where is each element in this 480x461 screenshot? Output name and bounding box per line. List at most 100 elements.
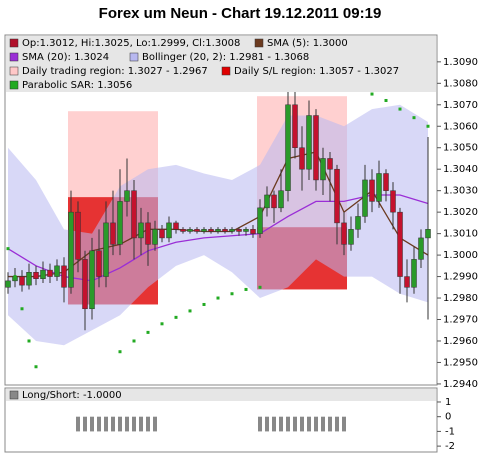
- candle-body: [271, 194, 277, 209]
- legend-swatch: [221, 66, 231, 76]
- sar-dot: [27, 339, 31, 343]
- candle-body: [404, 276, 410, 288]
- candle-body: [89, 250, 95, 310]
- y-tick-label: 1.2950: [443, 357, 478, 368]
- candle-body: [320, 158, 326, 181]
- candle-body: [327, 158, 333, 170]
- candle-body: [348, 229, 354, 245]
- candle-body: [313, 115, 319, 181]
- sar-dot: [426, 124, 430, 128]
- position-bar: [328, 416, 332, 432]
- legend-label: SMA (20): 1.3024: [22, 52, 109, 63]
- candle-body: [299, 147, 305, 170]
- candle-body: [285, 104, 291, 191]
- sar-dot: [230, 292, 234, 296]
- candle-body: [229, 229, 235, 232]
- y-tick-label: 1.3000: [443, 250, 478, 261]
- legend-label: Daily trading region: 1.3027 - 1.2967: [22, 66, 208, 77]
- candle-body: [250, 229, 256, 234]
- position-bar: [293, 416, 297, 432]
- legend-swatch: [9, 390, 19, 400]
- candle-body: [124, 190, 130, 202]
- position-bar: [307, 416, 311, 432]
- candle-body: [257, 207, 263, 234]
- candle-body: [292, 104, 298, 148]
- legend-swatch: [9, 66, 19, 76]
- candle-body: [75, 211, 81, 260]
- candle-body: [5, 280, 11, 288]
- sma20-line: [7, 194, 429, 282]
- y-tick-label: 1.2990: [443, 272, 478, 283]
- candle-body: [383, 173, 389, 191]
- candle-body: [110, 222, 116, 245]
- candle-body: [173, 222, 179, 230]
- y-tick-label: -2: [445, 441, 455, 452]
- position-bar: [258, 416, 262, 432]
- legend-swatch: [129, 52, 139, 62]
- legend-swatch: [9, 38, 19, 48]
- lower-legend-label: Long/Short: -1.0000: [22, 390, 122, 401]
- candle-body: [306, 115, 312, 170]
- position-bar: [314, 416, 318, 432]
- candle-body: [103, 222, 109, 277]
- candle-body: [278, 190, 284, 209]
- candle-body: [194, 229, 200, 232]
- y-tick-label: 1.2980: [443, 293, 478, 304]
- position-bar: [342, 416, 346, 432]
- y-tick-label: -1: [445, 426, 455, 437]
- sar-dot: [258, 285, 262, 289]
- y-tick-label: 1: [445, 397, 451, 408]
- candle-body: [40, 269, 46, 279]
- y-tick-label: 1.3070: [443, 100, 478, 111]
- candle-body: [376, 173, 382, 202]
- sar-dot: [132, 339, 136, 343]
- position-bar: [83, 416, 87, 432]
- candle-body: [138, 222, 144, 239]
- sar-dot: [160, 322, 164, 326]
- y-tick-label: 0: [445, 412, 451, 423]
- candle-body: [152, 229, 158, 245]
- candle-body: [159, 229, 165, 239]
- position-bar: [286, 416, 290, 432]
- y-tick-label: 1.3010: [443, 229, 478, 240]
- sar-dot: [370, 92, 374, 96]
- legend-swatch: [254, 38, 264, 48]
- sar-dot: [118, 350, 122, 354]
- candle-body: [117, 201, 123, 245]
- y-tick-label: 1.3090: [443, 57, 478, 68]
- y-tick-label: 1.3060: [443, 121, 478, 132]
- position-bar: [76, 416, 80, 432]
- candle-body: [61, 265, 67, 288]
- candle-body: [362, 179, 368, 217]
- legend-swatch: [9, 52, 19, 62]
- candle-body: [243, 229, 249, 232]
- sar-dot: [384, 98, 388, 102]
- y-tick-label: 1.3020: [443, 207, 478, 218]
- candle-body: [236, 229, 242, 232]
- candle-body: [19, 276, 25, 286]
- position-bar: [153, 416, 157, 432]
- lower-legend-box: [6, 389, 436, 401]
- position-bar: [146, 416, 150, 432]
- candle-body: [180, 229, 186, 232]
- position-bar: [111, 416, 115, 432]
- chart-title: Forex um Neun - Chart 19.12.2011 09:19: [99, 5, 382, 22]
- candle-body: [131, 190, 137, 239]
- candle-body: [33, 272, 39, 279]
- position-bar: [104, 416, 108, 432]
- sar-dot: [146, 330, 150, 334]
- legend-label: Op:1.3012, Hi:1.3025, Lo:1.2999, Cl:1.30…: [22, 38, 240, 49]
- sar-dot: [202, 302, 206, 306]
- candle-body: [201, 229, 207, 232]
- legend-label: Daily S/L region: 1.3057 - 1.3027: [234, 66, 399, 77]
- position-bar: [139, 416, 143, 432]
- position-bar: [265, 416, 269, 432]
- position-bar: [97, 416, 101, 432]
- sar-dot: [398, 107, 402, 111]
- position-bar: [335, 416, 339, 432]
- candle-body: [145, 222, 151, 245]
- legend-label: Bollinger (20, 2): 1.2981 - 1.3068: [142, 52, 309, 63]
- candle-body: [82, 259, 88, 310]
- candle-body: [425, 229, 431, 239]
